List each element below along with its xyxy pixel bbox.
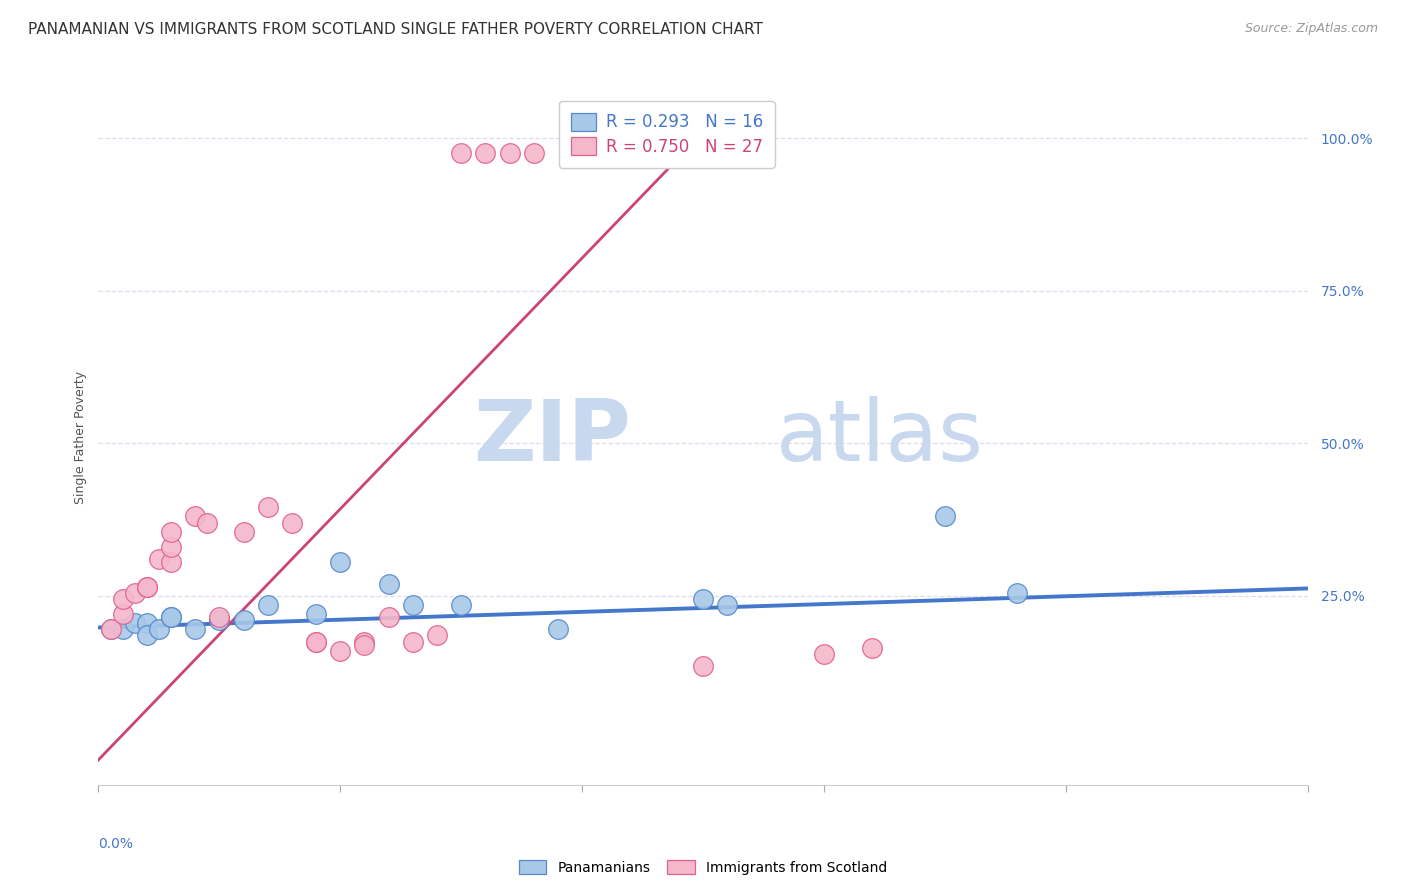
Point xyxy=(135,616,157,631)
Point xyxy=(135,580,157,594)
Point xyxy=(353,634,375,648)
Point xyxy=(111,623,134,637)
Point xyxy=(329,643,352,657)
Legend: R = 0.293   N = 16, R = 0.750   N = 27: R = 0.293 N = 16, R = 0.750 N = 27 xyxy=(560,101,775,168)
Text: Source: ZipAtlas.com: Source: ZipAtlas.com xyxy=(1244,22,1378,36)
Point xyxy=(100,623,122,637)
Point xyxy=(498,146,520,161)
Text: 0.0%: 0.0% xyxy=(98,837,134,851)
Point xyxy=(934,509,956,524)
Point xyxy=(195,516,218,530)
Point xyxy=(1007,585,1029,599)
Point xyxy=(160,555,183,569)
Point xyxy=(305,634,328,648)
Point xyxy=(813,647,835,661)
Text: ZIP: ZIP xyxy=(472,395,630,479)
Point xyxy=(184,509,207,524)
Point xyxy=(135,628,157,642)
Point xyxy=(100,623,122,637)
Point xyxy=(474,146,496,161)
Point xyxy=(256,500,278,515)
Point xyxy=(305,607,328,621)
Point xyxy=(160,524,183,539)
Point xyxy=(377,610,399,624)
Point xyxy=(160,610,183,624)
Point xyxy=(148,552,170,566)
Point xyxy=(111,591,134,606)
Point xyxy=(184,623,207,637)
Point xyxy=(353,638,375,652)
Point xyxy=(305,634,328,648)
Point xyxy=(124,585,146,599)
Point xyxy=(716,598,738,612)
Point xyxy=(377,576,399,591)
Point xyxy=(281,516,304,530)
Text: atlas: atlas xyxy=(776,395,984,479)
Point xyxy=(402,634,425,648)
Point xyxy=(402,598,425,612)
Point xyxy=(547,623,569,637)
Point xyxy=(111,607,134,621)
Point xyxy=(160,610,183,624)
Point xyxy=(523,146,546,161)
Point xyxy=(232,613,254,627)
Point xyxy=(692,659,714,673)
Point xyxy=(124,616,146,631)
Legend: Panamanians, Immigrants from Scotland: Panamanians, Immigrants from Scotland xyxy=(513,855,893,880)
Point xyxy=(232,524,254,539)
Point xyxy=(160,540,183,554)
Point xyxy=(450,146,472,161)
Point xyxy=(692,591,714,606)
Point xyxy=(135,580,157,594)
Point xyxy=(329,555,352,569)
Y-axis label: Single Father Poverty: Single Father Poverty xyxy=(75,370,87,504)
Point xyxy=(208,613,231,627)
Point xyxy=(208,610,231,624)
Point xyxy=(426,628,449,642)
Point xyxy=(450,598,472,612)
Text: PANAMANIAN VS IMMIGRANTS FROM SCOTLAND SINGLE FATHER POVERTY CORRELATION CHART: PANAMANIAN VS IMMIGRANTS FROM SCOTLAND S… xyxy=(28,22,763,37)
Point xyxy=(256,598,278,612)
Point xyxy=(860,640,883,655)
Point xyxy=(148,623,170,637)
